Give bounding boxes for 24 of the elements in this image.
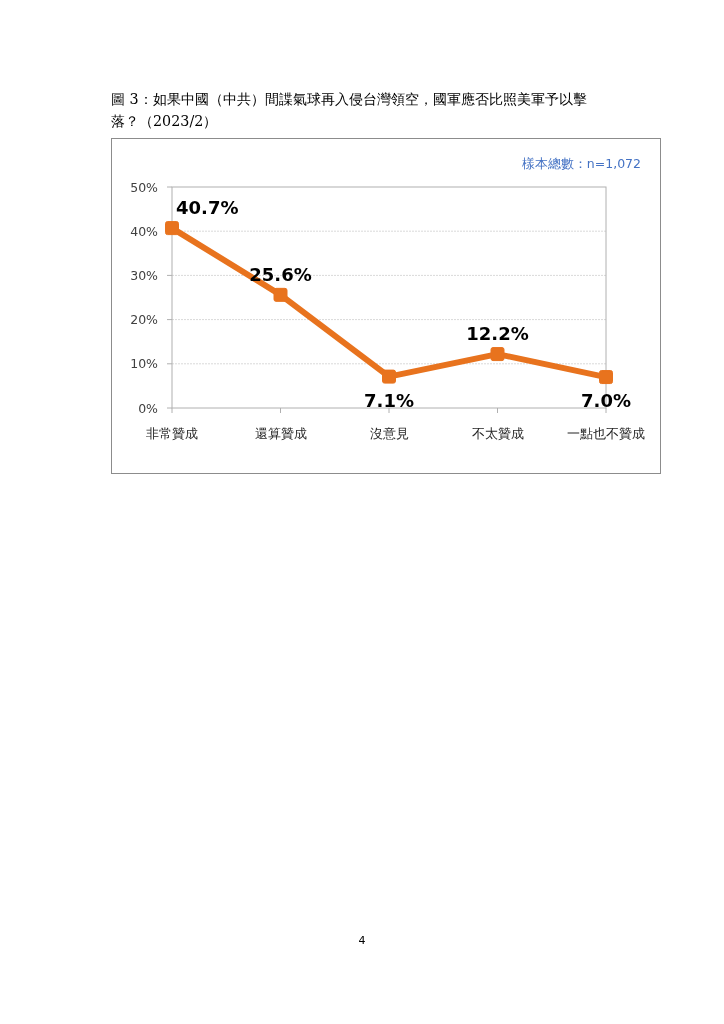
point bbox=[165, 221, 179, 236]
data-label: 7.0% bbox=[581, 390, 631, 412]
data-label: 12.2% bbox=[466, 323, 529, 345]
data-label: 7.1% bbox=[364, 389, 414, 411]
data-label: 40.7% bbox=[176, 197, 239, 219]
x-tick-label: 還算贊成 bbox=[254, 426, 307, 441]
point bbox=[382, 369, 396, 384]
y-tick-label: 20% bbox=[130, 312, 159, 328]
title: 圖 3：如果中國（中共）間諜氣球再入侵台灣領空，國軍應否比照美軍予以擊落？（2023/2） bbox=[111, 90, 588, 131]
note: 樣本總數：n=1,072 bbox=[521, 156, 641, 171]
y-tick-label: 40% bbox=[130, 223, 159, 239]
point bbox=[490, 347, 505, 362]
y-tick-label: 0% bbox=[138, 400, 159, 416]
x-tick-label: 沒意見 bbox=[369, 426, 409, 441]
y-tick-label: 50% bbox=[130, 179, 159, 195]
x-tick-label: 非常贊成 bbox=[146, 426, 198, 441]
y-tick-label: 30% bbox=[130, 267, 159, 283]
data-label: 25.6% bbox=[249, 263, 312, 285]
x-tick-label: 不太贊成 bbox=[471, 426, 524, 441]
y-tick-label: 10% bbox=[130, 356, 159, 372]
page-number: 4 bbox=[358, 934, 366, 947]
x-tick-label: 一點也不贊成 bbox=[567, 426, 645, 441]
point bbox=[273, 287, 288, 302]
point bbox=[599, 370, 613, 385]
